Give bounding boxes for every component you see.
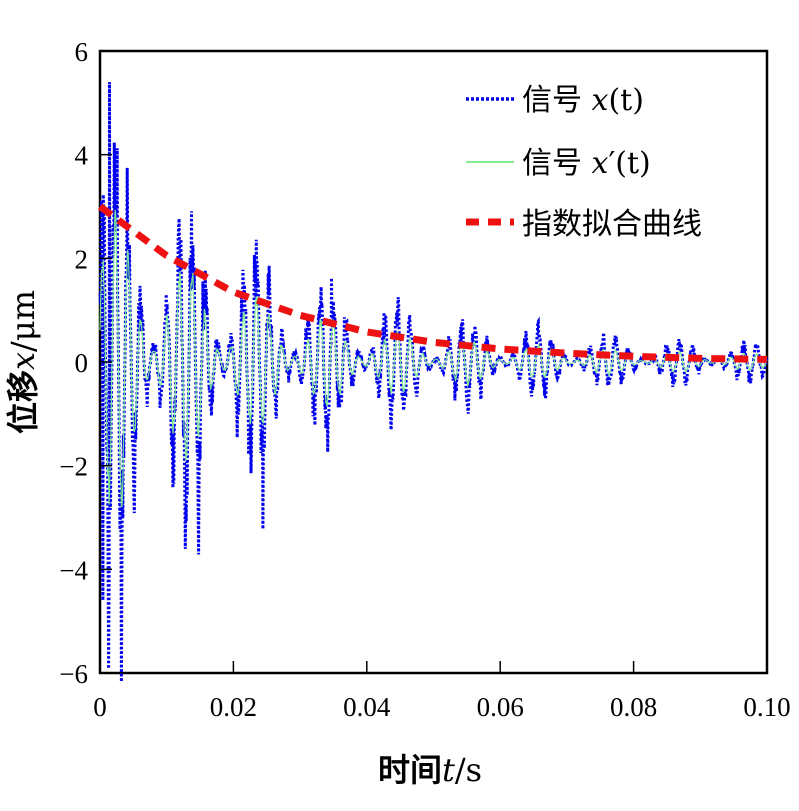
y-tick-label: −6 [59,659,88,689]
x-axis-label-unit: /s [455,751,482,789]
tick-layer: 0 0.02 0.04 0.06 0.08 0.10 −6 −4 −2 0 2 4 6 [59,37,790,722]
legend-label-exp-fit: 指数拟合曲线 [522,207,702,242]
legend-label-signal-x-symbol: x [592,83,609,118]
x-tick-label: 0.06 [477,692,524,722]
x-tick-label: 0.04 [343,692,391,722]
x-axis-label-symbol: t [442,751,455,789]
y-tick-label: 6 [75,37,89,67]
y-tick-label: −4 [59,555,88,585]
legend-label-signal-x-prime-symbol: x [592,146,609,181]
legend-label-signal-x-prime: 信号 x′(t) [522,146,651,181]
legend-label-signal-x-suffix: (t) [608,83,643,118]
y-tick-label: 0 [75,348,89,378]
x-axis-label: 时间t/s [378,751,482,789]
series-exp-fit [97,203,768,363]
y-tick-label: 2 [75,244,89,274]
x-axis-label-prefix: 时间 [378,751,442,789]
x-tick-label: 0.02 [210,692,257,722]
y-axis-label-prefix: 位移 [4,370,42,434]
x-tick-label: 0.10 [743,692,790,722]
x-tick-label: 0.08 [610,692,657,722]
legend-label-signal-x-prime-suffix: ′(t) [608,146,650,181]
y-axis-label-symbol: x [4,352,42,370]
x-tick-label: 0 [93,692,107,722]
legend: 信号 x(t) 信号 x′(t) 指数拟合曲线 [466,83,702,242]
legend-label-signal-x-prime-prefix: 信号 [522,146,592,181]
legend-label-signal-x: 信号 x(t) [522,83,644,118]
series-signal-x [98,82,769,682]
series-layer [97,82,769,682]
y-tick-label: −2 [59,452,88,482]
y-tick-label: 4 [75,141,89,171]
legend-label-signal-x-prefix: 信号 [522,83,592,118]
y-axis-label-unit: /μm [4,290,42,352]
y-axis-label: 位移x/μm [4,290,42,434]
